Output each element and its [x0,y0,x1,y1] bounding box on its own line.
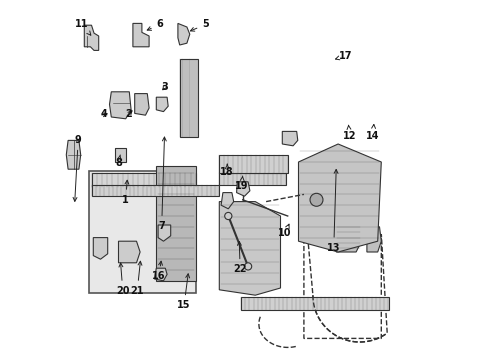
Polygon shape [66,140,81,169]
Text: 2: 2 [125,109,132,120]
Circle shape [244,263,251,270]
Bar [219,155,287,173]
Polygon shape [93,238,107,259]
Bar [219,173,285,185]
Text: 8: 8 [115,155,122,168]
Text: 13: 13 [326,170,340,253]
Polygon shape [133,23,149,47]
Polygon shape [298,144,381,252]
Polygon shape [303,194,386,342]
Polygon shape [156,166,196,281]
Bar [89,171,196,293]
Polygon shape [221,193,233,209]
Polygon shape [154,268,167,281]
Text: 17: 17 [335,51,352,61]
Polygon shape [236,182,249,196]
Text: 22: 22 [233,242,246,274]
Text: 19: 19 [234,176,248,192]
Text: 10: 10 [278,224,291,238]
Polygon shape [156,97,168,112]
Text: 3: 3 [161,82,167,92]
Bar [91,173,196,187]
Text: 4: 4 [101,109,107,120]
Text: 14: 14 [366,125,379,141]
Text: 15: 15 [177,274,190,310]
Text: 12: 12 [342,125,356,141]
Polygon shape [109,92,131,119]
Polygon shape [178,23,189,45]
Bar [241,297,387,310]
Polygon shape [134,94,149,115]
Text: 9: 9 [73,135,81,201]
Text: 21: 21 [130,261,143,296]
Text: 7: 7 [158,137,166,231]
Text: 16: 16 [152,261,165,282]
Text: 20: 20 [116,263,129,296]
Polygon shape [334,223,361,252]
Circle shape [224,212,231,220]
Text: 11: 11 [75,19,91,35]
Polygon shape [84,25,99,50]
Polygon shape [219,202,280,295]
Bar [115,148,125,162]
Polygon shape [282,131,297,146]
Circle shape [309,193,322,206]
Polygon shape [158,225,170,241]
Text: 1: 1 [122,180,129,205]
Text: 18: 18 [220,164,234,177]
Bar [91,185,219,196]
Text: 5: 5 [190,19,208,31]
Polygon shape [366,227,381,252]
Text: 6: 6 [147,19,163,30]
Polygon shape [118,241,140,263]
Bar [179,59,197,137]
